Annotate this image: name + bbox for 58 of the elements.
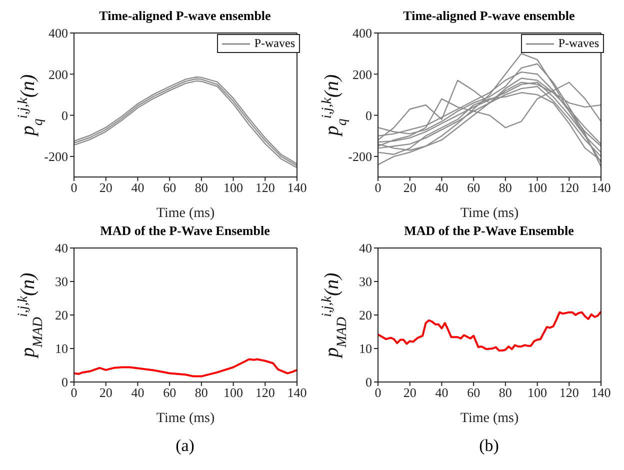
x-tick-label: 60 <box>467 180 480 196</box>
y-tick-label: 30 <box>359 274 372 290</box>
x-tick-label: 40 <box>131 180 144 196</box>
x-tick-label: 140 <box>591 180 611 196</box>
y-tick-label: 400 <box>352 26 372 41</box>
y-tick-label: 20 <box>359 308 372 323</box>
x-tick-label: 80 <box>498 385 512 400</box>
text: (b) <box>478 436 500 456</box>
y-tick-label: 10 <box>359 341 372 356</box>
x-tick-label: 60 <box>467 385 480 400</box>
x-tick-label: 60 <box>163 385 176 400</box>
x-axis-title: Time (ms) <box>460 411 519 426</box>
y-tick-label: 40 <box>359 240 372 256</box>
x-axis-title: Time (ms) <box>156 411 215 426</box>
y-tick-label: 0 <box>366 108 372 123</box>
chart-title: Time-aligned P-wave ensemble <box>402 8 576 25</box>
x-tick-label: 140 <box>287 180 307 196</box>
y-tick-label: 20 <box>55 308 68 323</box>
x-tick-label: 40 <box>131 385 144 400</box>
x-axis-title: Time (ms) <box>156 206 215 221</box>
y-tick-label: 0 <box>366 374 372 390</box>
x-tick-label: 120 <box>559 180 579 196</box>
text: (a) <box>174 436 196 456</box>
x-tick-label: 120 <box>559 385 579 400</box>
x-tick-label: 80 <box>194 180 208 196</box>
x-tick-label: 20 <box>99 180 112 196</box>
x-tick-label: 100 <box>528 180 548 196</box>
legend-label: P-waves <box>254 36 295 51</box>
x-tick-label: 120 <box>255 385 275 400</box>
x-tick-label: 20 <box>403 385 416 400</box>
chart-title: Time-aligned P-wave ensemble <box>98 8 272 25</box>
x-tick-label: 100 <box>224 180 244 196</box>
chart-title: MAD of the P-Wave Ensemble <box>403 223 575 240</box>
y-tick-label: 40 <box>55 240 68 256</box>
y-tick-label: 200 <box>352 66 372 82</box>
legend-label: P-waves <box>558 36 599 51</box>
x-tick-label: 100 <box>224 385 244 400</box>
y-tick-label: 400 <box>48 26 68 41</box>
x-tick-label: 20 <box>403 180 416 196</box>
x-tick-label: 140 <box>591 385 611 400</box>
y-tick-label: 10 <box>55 341 68 356</box>
x-tick-label: 140 <box>287 385 307 400</box>
y-tick-label: 200 <box>48 66 68 82</box>
y-tick-label: -200 <box>44 149 68 164</box>
x-tick-label: 40 <box>435 385 448 400</box>
y-tick-label: -200 <box>348 149 372 164</box>
y-tick-label: 30 <box>55 274 68 290</box>
y-tick-label: 0 <box>62 108 68 123</box>
y-tick-label: 0 <box>62 374 68 390</box>
x-tick-label: 80 <box>194 385 208 400</box>
x-tick-label: 100 <box>528 385 548 400</box>
x-tick-label: 20 <box>99 385 112 400</box>
x-axis-title: Time (ms) <box>460 206 519 221</box>
x-tick-label: 40 <box>435 180 448 196</box>
x-tick-label: 120 <box>255 180 275 196</box>
chart-title: MAD of the P-Wave Ensemble <box>99 223 271 240</box>
x-tick-label: 60 <box>163 180 176 196</box>
x-tick-label: 80 <box>498 180 512 196</box>
